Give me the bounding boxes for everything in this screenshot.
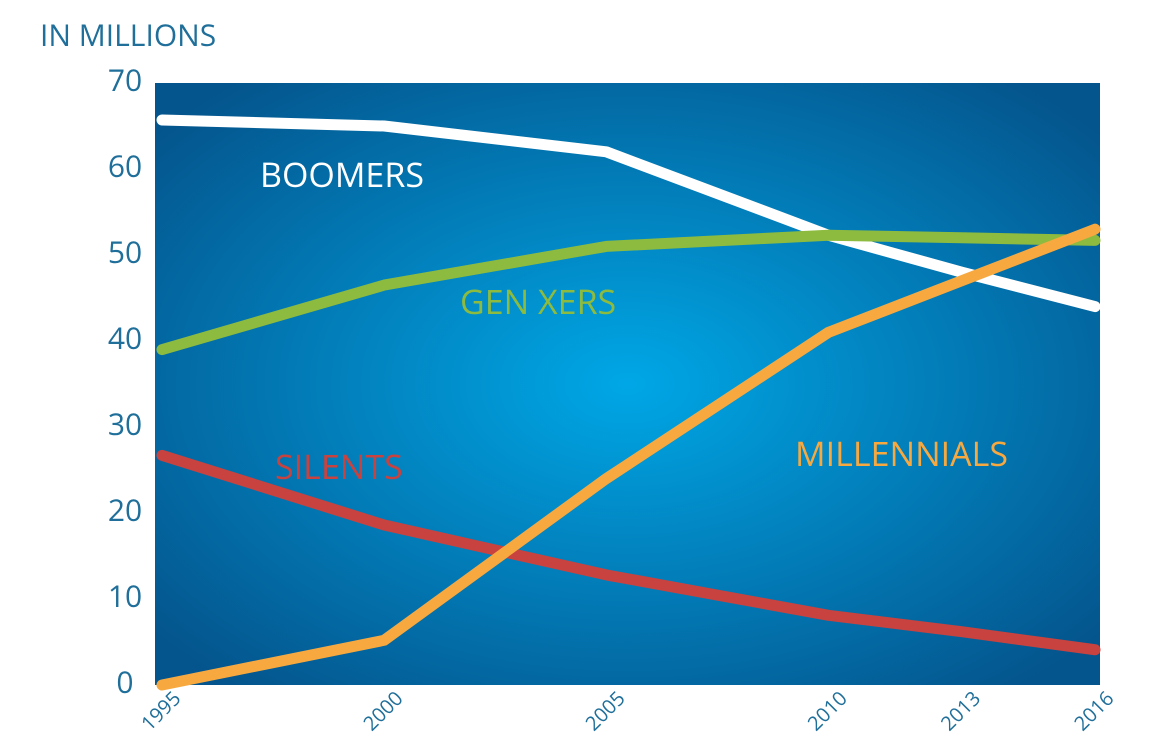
x-tick-label: 1995 bbox=[135, 685, 186, 736]
y-tick-label: 70 bbox=[108, 59, 142, 100]
y-tick-label: 50 bbox=[108, 231, 142, 272]
y-tick-label: 10 bbox=[108, 575, 142, 616]
y-tick-label: 30 bbox=[108, 403, 142, 444]
y-tick-label: 0 bbox=[116, 661, 133, 702]
y-tick-label: 60 bbox=[108, 145, 142, 186]
series-label: MILLENNIALS bbox=[795, 430, 1008, 476]
y-tick-label: 20 bbox=[108, 489, 142, 530]
x-tick-label: 2000 bbox=[357, 685, 408, 736]
y-axis-label: IN MILLIONS bbox=[40, 14, 216, 55]
x-tick-label: 2013 bbox=[934, 685, 985, 736]
x-tick-label: 2005 bbox=[579, 685, 630, 736]
series-label: BOOMERS bbox=[260, 151, 424, 197]
series-label: GEN XERS bbox=[460, 278, 616, 324]
series-label: SILENTS bbox=[275, 443, 403, 489]
y-tick-label: 40 bbox=[108, 317, 142, 358]
x-tick-label: 2016 bbox=[1068, 685, 1119, 736]
chart: IN MILLIONS 0 10 20 30 40 50 60 70 1995 2000 2005 2… bbox=[0, 0, 1150, 748]
x-tick-label: 2010 bbox=[801, 685, 852, 736]
